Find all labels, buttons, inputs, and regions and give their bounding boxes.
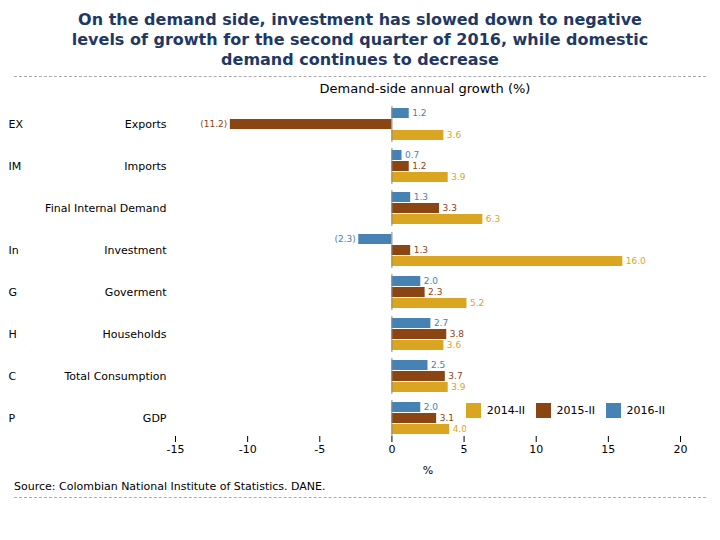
- svg-text:3.7: 3.7: [448, 371, 462, 381]
- svg-text:10: 10: [529, 443, 543, 456]
- svg-text:Final Internal Demand: Final Internal Demand: [45, 202, 166, 215]
- svg-text:20: 20: [674, 443, 688, 456]
- svg-text:2.5: 2.5: [431, 360, 445, 370]
- svg-text:3.6: 3.6: [447, 130, 462, 140]
- svg-text:%: %: [423, 464, 433, 477]
- svg-text:1.3: 1.3: [414, 245, 428, 255]
- svg-text:-5: -5: [314, 443, 325, 456]
- svg-text:GDP: GDP: [143, 412, 167, 425]
- svg-text:4.0: 4.0: [453, 424, 468, 434]
- html-text:On the demand side, investment: On the demand side, investment has slowe…: [71, 10, 649, 69]
- svg-text:-15: -15: [167, 443, 185, 456]
- svg-text:3.9: 3.9: [451, 172, 466, 182]
- svg-text:2.7: 2.7: [434, 318, 448, 328]
- svg-text:H: H: [9, 328, 17, 341]
- html-text:Source: Colombian National Ins: Source: Colombian National Institute of …: [14, 480, 326, 493]
- svg-text:Exports: Exports: [125, 118, 167, 131]
- svg-text:15: 15: [601, 443, 615, 456]
- svg-text:1.3: 1.3: [414, 192, 428, 202]
- svg-text:3.6: 3.6: [447, 340, 462, 350]
- svg-text:(11.2): (11.2): [200, 119, 227, 129]
- svg-text:6.3: 6.3: [486, 214, 500, 224]
- svg-text:2.0: 2.0: [424, 276, 439, 286]
- svg-text:EX: EX: [9, 118, 24, 131]
- svg-text:3.3: 3.3: [443, 203, 457, 213]
- svg-text:2.0: 2.0: [424, 402, 439, 412]
- svg-text:Households: Households: [103, 328, 167, 341]
- svg-text:G: G: [9, 286, 18, 299]
- svg-text:Imports: Imports: [124, 160, 167, 173]
- html-text:2016-II: 2016-II: [626, 403, 665, 417]
- svg-text:In: In: [9, 244, 19, 257]
- svg-text:IM: IM: [9, 160, 22, 173]
- html-text:2014-II: 2014-II: [486, 403, 526, 417]
- svg-text:Investment: Investment: [104, 244, 167, 257]
- svg-text:3.1: 3.1: [440, 413, 454, 423]
- html-text:2015-II: 2015-II: [556, 403, 595, 417]
- svg-text:C: C: [9, 370, 17, 383]
- svg-text:5.2: 5.2: [470, 298, 484, 308]
- svg-text:0.7: 0.7: [405, 150, 419, 160]
- svg-text:Goverment: Goverment: [105, 286, 167, 299]
- svg-text:0: 0: [388, 443, 395, 456]
- svg-text:3.9: 3.9: [451, 382, 466, 392]
- svg-text:5: 5: [461, 443, 468, 456]
- svg-text:P: P: [9, 412, 16, 425]
- svg-text:3.8: 3.8: [450, 329, 465, 339]
- html-text:Demand-side annual growth (%): Demand-side annual growth (%): [319, 81, 531, 96]
- svg-text:Total Consumption: Total Consumption: [63, 370, 166, 383]
- svg-text:(2.3): (2.3): [334, 234, 355, 244]
- svg-text:1.2: 1.2: [412, 161, 426, 171]
- svg-text:1.2: 1.2: [412, 108, 426, 118]
- svg-text:-10: -10: [239, 443, 257, 456]
- svg-text:16.0: 16.0: [626, 256, 646, 266]
- svg-text:2.3: 2.3: [428, 287, 442, 297]
